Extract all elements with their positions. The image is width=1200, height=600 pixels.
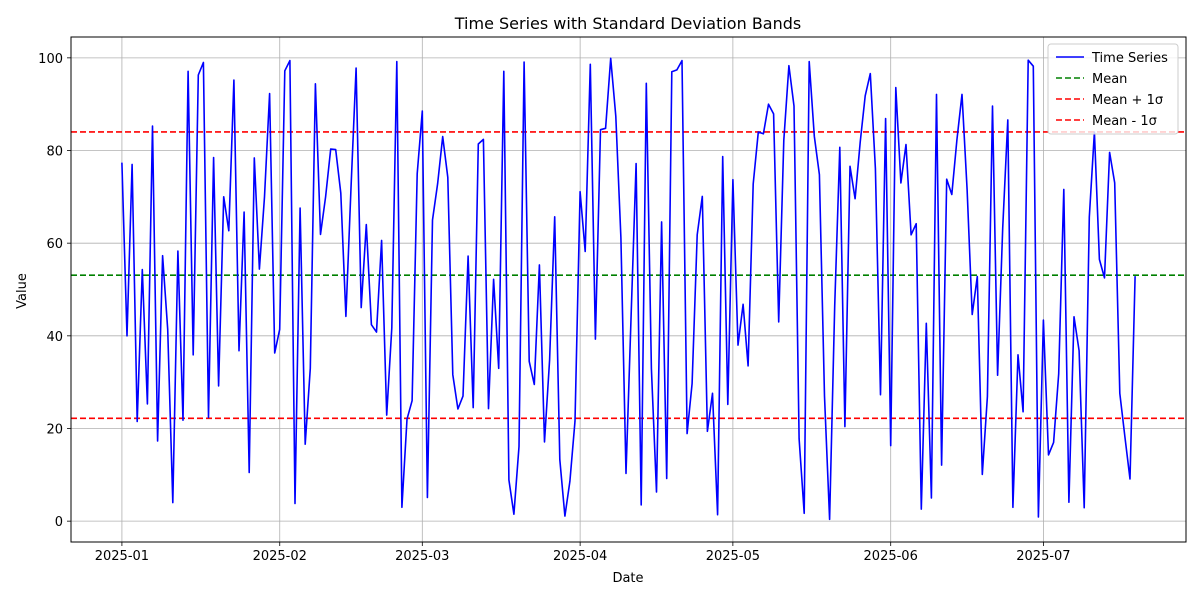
x-axis-label: Date [612, 571, 643, 586]
y-axis-ticks: 0 20 40 60 80 100 [38, 52, 71, 530]
x-tick-label: 2025-02 [253, 549, 307, 564]
y-tick-label: 0 [55, 515, 63, 530]
y-tick-label: 60 [46, 237, 63, 252]
x-tick-label: 2025-05 [706, 549, 760, 564]
series-line [121, 57, 1136, 521]
axes-frame [70, 36, 1187, 543]
y-tick-label: 20 [46, 422, 63, 437]
y-tick-label: 100 [38, 52, 63, 67]
x-axis-ticks: 2025-01 2025-02 2025-03 2025-04 2025-05 2025-… [95, 542, 1071, 564]
y-tick-label: 40 [46, 330, 63, 345]
legend-label: Time Series [1091, 51, 1168, 66]
chart-title: Time Series with Standard Deviation Band… [454, 14, 801, 33]
y-tick-label: 80 [46, 145, 63, 160]
x-tick-label: 2025-06 [864, 549, 918, 564]
legend-label: Mean - 1σ [1092, 114, 1157, 129]
y-axis-label: Value [15, 273, 30, 309]
plot-area [70, 36, 1187, 543]
x-tick-label: 2025-04 [553, 549, 607, 564]
chart-legend: Time Series Mean Mean + 1σ Mean - 1σ [1047, 43, 1179, 135]
legend-label: Mean + 1σ [1092, 93, 1163, 108]
x-tick-label: 2025-01 [95, 549, 149, 564]
legend-label: Mean [1092, 72, 1127, 87]
reference-lines [71, 131, 1186, 420]
series-layer [121, 57, 1136, 521]
legend-box [1047, 43, 1179, 135]
x-tick-label: 2025-07 [1016, 549, 1070, 564]
x-tick-label: 2025-03 [395, 549, 449, 564]
